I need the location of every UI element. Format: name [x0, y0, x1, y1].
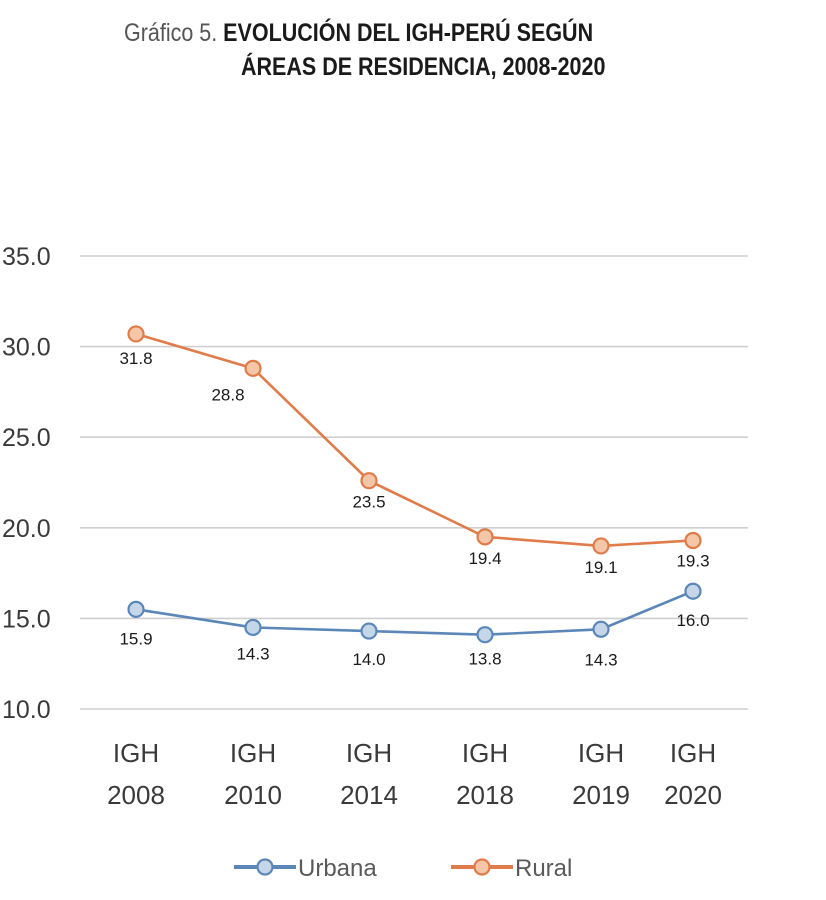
x-tick-label: 2008 — [107, 780, 165, 810]
data-point-urbana — [360, 622, 378, 640]
x-tick-label: 2020 — [664, 780, 722, 810]
x-tick-label: 2018 — [456, 780, 514, 810]
data-label-rural: 31.8 — [119, 349, 152, 368]
x-tick-label: 2019 — [572, 780, 630, 810]
data-point-urbana — [684, 582, 702, 600]
data-point-urbana — [476, 626, 494, 644]
data-point-urbana — [127, 600, 145, 618]
data-label-rural: 28.8 — [211, 385, 244, 404]
legend-swatch-marker — [256, 858, 274, 876]
data-point-rural — [244, 359, 262, 377]
y-tick-label: 20.0 — [2, 515, 51, 543]
data-point-rural — [360, 472, 378, 490]
x-tick-label: IGH — [346, 738, 392, 768]
x-tick-label: IGH — [113, 738, 159, 768]
y-tick-label: 15.0 — [2, 605, 51, 633]
data-label-rural: 19.3 — [676, 551, 709, 570]
x-tick-label: 2014 — [340, 780, 398, 810]
data-labels: 15.9 14.3 14.0 13.8 14.3 16.0 31.8 28.8 23.5 19.4… — [119, 349, 709, 669]
data-point-rural — [592, 537, 610, 555]
legend-label-rural: Rural — [515, 855, 572, 882]
y-tick-label: 30.0 — [2, 334, 51, 362]
data-label-rural: 19.1 — [584, 558, 617, 577]
x-tick-label: IGH — [578, 738, 624, 768]
data-label-urbana: 16.0 — [676, 611, 709, 630]
chart-title-line2: ÁREAS DE RESIDENCIA, 2008-2020 — [240, 53, 606, 81]
chart-title: Gráfico 5. EVOLUCIÓN DEL IGH-PERÚ SEGÚN … — [124, 16, 605, 84]
y-tick-label: 35.0 — [2, 243, 51, 271]
series-line-urbana — [135, 590, 694, 637]
y-tick-label: 25.0 — [2, 424, 51, 452]
chart-title-prefix: Gráfico 5. — [124, 19, 218, 47]
x-axis-labels: IGH 2008 IGH 2010 IGH 2014 IGH 2018 IGH 2019 IGH 20… — [107, 738, 722, 810]
legend: Urbana Rural — [234, 855, 572, 882]
series-lines — [127, 325, 702, 644]
series-line-rural — [135, 332, 694, 548]
legend-swatch-marker — [473, 858, 491, 876]
legend-label-urbana: Urbana — [298, 855, 377, 882]
data-point-rural — [127, 325, 145, 343]
data-label-urbana: 14.3 — [236, 644, 269, 663]
data-label-urbana: 14.3 — [584, 650, 617, 669]
data-point-rural — [684, 531, 702, 550]
data-label-rural: 19.4 — [468, 549, 501, 568]
y-axis-labels: 10.0 15.0 20.0 25.0 30.0 35.0 — [2, 243, 51, 724]
chart-title-line1: EVOLUCIÓN DEL IGH-PERÚ SEGÚN — [223, 19, 594, 47]
x-tick-label: IGH — [230, 738, 276, 768]
x-tick-label: IGH — [670, 738, 716, 768]
data-label-urbana: 13.8 — [468, 650, 501, 669]
gridlines — [80, 255, 748, 710]
data-label-rural: 23.5 — [352, 493, 385, 512]
x-tick-label: 2010 — [224, 780, 282, 810]
x-tick-label: IGH — [462, 738, 508, 768]
data-point-rural — [476, 528, 494, 546]
data-label-urbana: 15.9 — [119, 629, 152, 648]
data-point-urbana — [244, 618, 262, 637]
y-tick-label: 10.0 — [2, 696, 51, 724]
data-point-urbana — [592, 620, 610, 638]
data-label-urbana: 14.0 — [352, 650, 385, 669]
